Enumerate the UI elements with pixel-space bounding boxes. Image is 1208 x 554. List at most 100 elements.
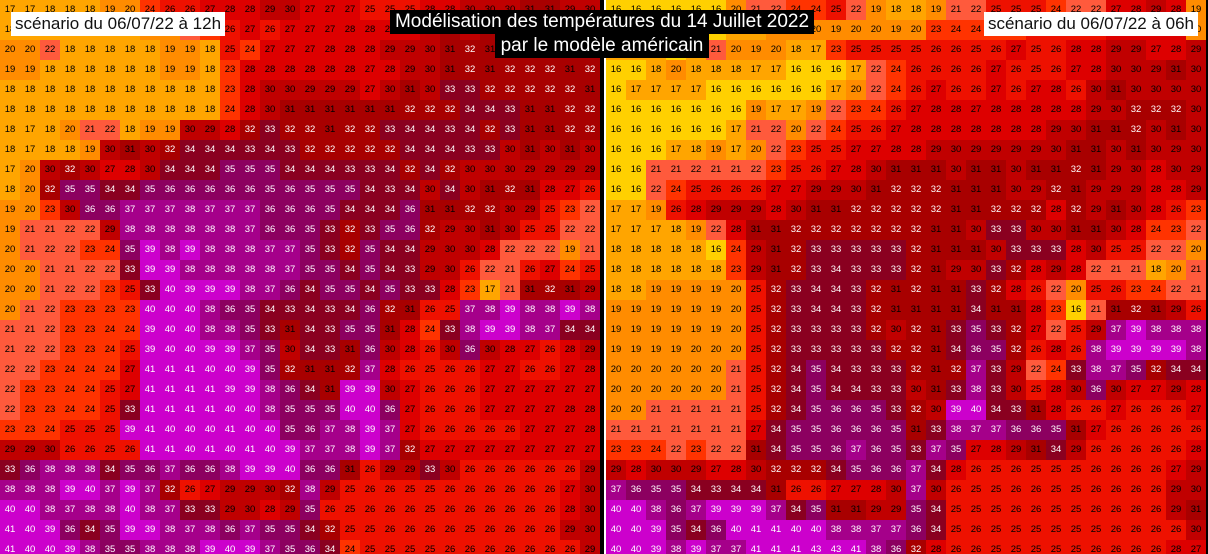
temperature-cell: 41 (140, 400, 160, 420)
temperature-cell: 35 (60, 180, 80, 200)
temperature-cell: 28 (580, 400, 600, 420)
temperature-cell: 31 (440, 200, 460, 220)
temperature-cell: 26 (480, 540, 500, 554)
temperature-cell: 26 (540, 460, 560, 480)
temperature-cell: 38 (866, 540, 886, 554)
temperature-cell: 38 (180, 260, 200, 280)
temperature-cell: 28 (1046, 400, 1066, 420)
temperature-cell: 20 (786, 120, 806, 140)
temperature-cell: 40 (240, 400, 260, 420)
temperature-cell: 31 (1126, 140, 1146, 160)
temperature-cell: 34 (420, 160, 440, 180)
temperature-cell: 25 (966, 480, 986, 500)
temperature-cell: 25 (1046, 480, 1066, 500)
temperature-cell: 18 (626, 240, 646, 260)
temperature-cell: 26 (380, 520, 400, 540)
temperature-cell: 29 (746, 240, 766, 260)
temperature-cell: 30 (1126, 200, 1146, 220)
temperature-cell: 33 (380, 180, 400, 200)
temperature-cell: 32 (846, 200, 866, 220)
temperature-cell: 33 (866, 240, 886, 260)
temperature-cell: 35 (806, 400, 826, 420)
temperature-cell: 38 (200, 220, 220, 240)
temperature-cell: 32 (460, 60, 480, 80)
temperature-cell: 32 (906, 360, 926, 380)
temperature-cell: 32 (886, 200, 906, 220)
temperature-cell: 36 (846, 420, 866, 440)
temperature-cell: 28 (726, 220, 746, 240)
temperature-cell: 34 (100, 180, 120, 200)
temperature-cell: 18 (40, 100, 60, 120)
temperature-cell: 30 (1026, 220, 1046, 240)
temperature-cell: 21 (20, 300, 40, 320)
temperature-cell: 24 (220, 100, 240, 120)
temperature-cell: 28 (580, 420, 600, 440)
temperature-cell: 19 (866, 0, 886, 20)
temperature-cell: 36 (220, 520, 240, 540)
temperature-cell: 29 (580, 540, 600, 554)
temperature-cell: 36 (140, 460, 160, 480)
temperature-cell: 32 (580, 60, 600, 80)
temperature-cell: 20 (0, 240, 20, 260)
temperature-cell: 29 (686, 460, 706, 480)
temperature-cell: 26 (1106, 500, 1126, 520)
temperature-cell: 29 (0, 440, 20, 460)
temperature-cell: 16 (1066, 300, 1086, 320)
temperature-cell: 34 (926, 460, 946, 480)
temperature-cell: 36 (706, 520, 726, 540)
temperature-cell: 32 (500, 80, 520, 100)
temperature-cell: 26 (1086, 400, 1106, 420)
temperature-cell: 19 (140, 120, 160, 140)
temperature-cell: 39 (646, 520, 666, 540)
temperature-cell: 31 (1066, 140, 1086, 160)
temperature-cell: 30 (260, 80, 280, 100)
temperature-cell: 34 (826, 380, 846, 400)
temperature-cell: 26 (1086, 440, 1106, 460)
temperature-cell: 30 (380, 340, 400, 360)
temperature-cell: 30 (500, 200, 520, 220)
temperature-cell: 32 (1006, 200, 1026, 220)
temperature-cell: 40 (160, 300, 180, 320)
temperature-cell: 32 (766, 340, 786, 360)
temperature-cell: 32 (866, 200, 886, 220)
temperature-cell: 23 (766, 160, 786, 180)
temperature-cell: 32 (866, 320, 886, 340)
temperature-cell: 21 (20, 220, 40, 240)
temperature-cell: 29 (1046, 260, 1066, 280)
temperature-cell: 36 (220, 180, 240, 200)
temperature-cell: 37 (320, 440, 340, 460)
temperature-cell: 35 (100, 520, 120, 540)
temperature-cell: 31 (520, 180, 540, 200)
temperature-cell: 28 (560, 500, 580, 520)
temperature-cell: 20 (20, 180, 40, 200)
temperature-cell: 27 (240, 20, 260, 40)
temperature-cell: 40 (180, 340, 200, 360)
temperature-cell: 30 (580, 480, 600, 500)
temperature-cell: 35 (360, 320, 380, 340)
temperature-cell: 30 (746, 460, 766, 480)
temperature-cell: 28 (1046, 340, 1066, 360)
temperature-cell: 23 (926, 20, 946, 40)
temperature-cell: 19 (686, 280, 706, 300)
temperature-cell: 28 (926, 120, 946, 140)
temperature-cell: 34 (420, 140, 440, 160)
temperature-cell: 26 (560, 460, 580, 480)
temperature-cell: 23 (80, 340, 100, 360)
temperature-cell: 29 (1166, 300, 1186, 320)
temperature-cell: 28 (120, 160, 140, 180)
temperature-cell: 38 (160, 240, 180, 260)
temperature-cell: 18 (60, 40, 80, 60)
temperature-cell: 26 (360, 500, 380, 520)
temperature-cell: 21 (706, 420, 726, 440)
temperature-cell: 16 (626, 140, 646, 160)
temperature-cell: 18 (160, 80, 180, 100)
temperature-cell: 25 (360, 0, 380, 20)
temperature-cell: 27 (400, 420, 420, 440)
temperature-cell: 38 (180, 220, 200, 240)
temperature-cell: 31 (340, 340, 360, 360)
temperature-cell: 21 (666, 420, 686, 440)
temperature-cell: 31 (946, 280, 966, 300)
temperature-cell: 25 (420, 500, 440, 520)
temperature-cell: 32 (866, 280, 886, 300)
temperature-cell: 26 (1106, 540, 1126, 554)
